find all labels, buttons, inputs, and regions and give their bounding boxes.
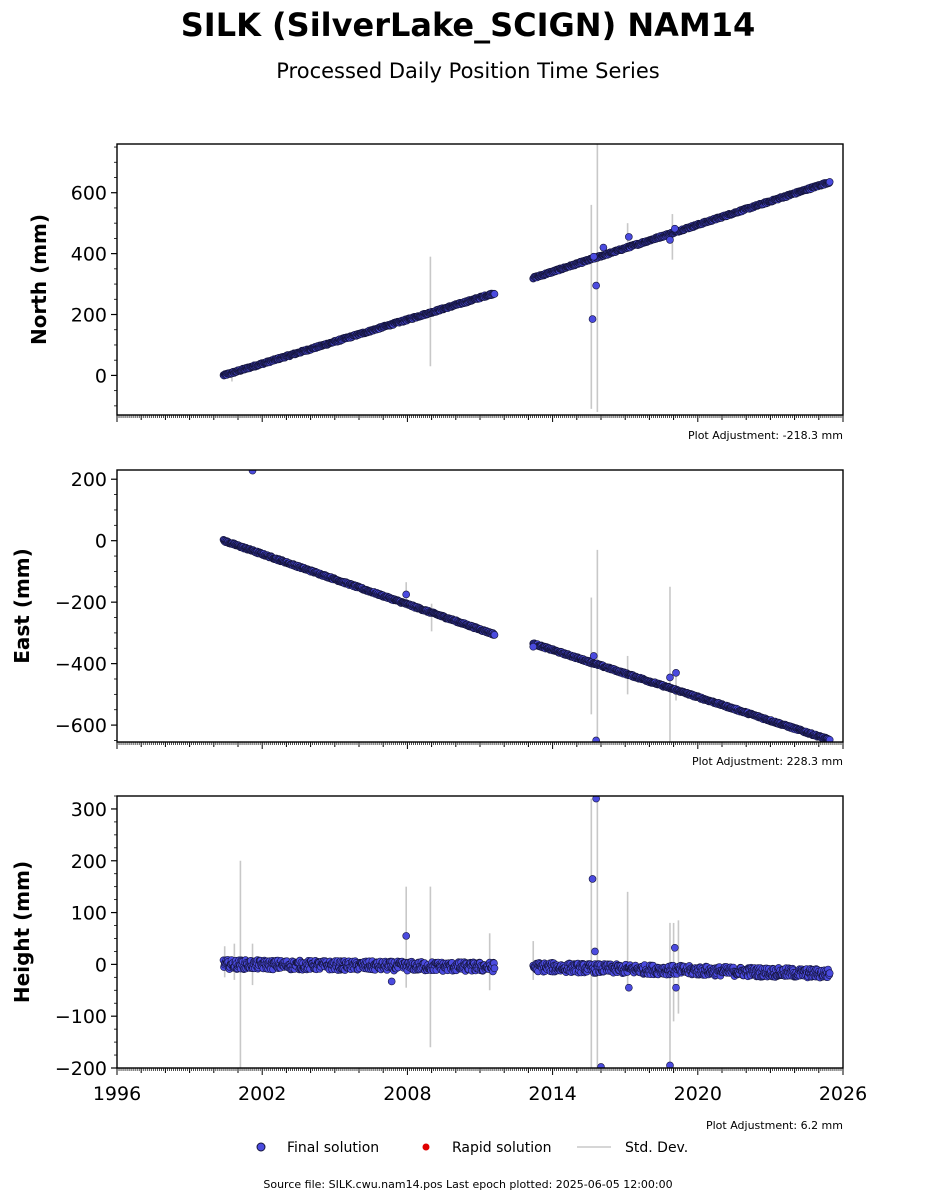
- y-tick-label: 200: [71, 305, 107, 327]
- y-tick-label: −600: [55, 715, 107, 737]
- data-point: [825, 969, 834, 978]
- height-panel: −200 −100 0 100 200 300 1996 2002 2008 2014 2020 20…: [10, 795, 867, 1132]
- north-panel: 0 200 400 600 North (mm) Plot Adjustment: -21…: [27, 143, 844, 442]
- y-tick-label: −200: [55, 592, 107, 614]
- y-tick-label: 300: [71, 799, 107, 821]
- outlier-point: [625, 983, 633, 992]
- y-tick-label: −100: [55, 1006, 107, 1028]
- y-tick-label: −400: [55, 654, 107, 676]
- data-point: [490, 964, 499, 973]
- plot-area: [219, 144, 834, 412]
- x-tick-label: 2014: [528, 1083, 576, 1105]
- outlier-point: [387, 977, 396, 986]
- legend-final-label: Final solution: [287, 1140, 379, 1156]
- data-point: [825, 736, 834, 742]
- y-tick-label: 0: [95, 531, 107, 553]
- outlier-point: [592, 281, 600, 290]
- data-point: [490, 631, 499, 639]
- legend-stddev-label: Std. Dev.: [625, 1140, 688, 1156]
- outlier-point: [599, 243, 608, 252]
- plot-adjustment-note: Plot Adjustment: -218.3 mm: [688, 429, 843, 442]
- y-tick-label: 400: [71, 244, 107, 266]
- chart-subtitle: Processed Daily Position Time Series: [276, 59, 660, 83]
- outlier-point: [625, 233, 633, 241]
- y-tick-label: 100: [71, 903, 107, 925]
- source-footer: Source file: SILK.cwu.nam14.pos Last epo…: [263, 1178, 672, 1191]
- outlier-point: [588, 875, 597, 883]
- y-axis-label: East (mm): [10, 548, 34, 664]
- y-tick-label: 600: [71, 183, 107, 205]
- outlier-point: [402, 932, 410, 940]
- outlier-point: [589, 252, 598, 261]
- data-point: [490, 290, 499, 298]
- outlier-point: [672, 983, 680, 992]
- outlier-point: [666, 673, 674, 682]
- x-tick-label: 2020: [674, 1083, 722, 1105]
- outlier-point: [402, 590, 410, 599]
- plot-adjustment-note: Plot Adjustment: 228.3 mm: [692, 755, 843, 768]
- east-panel: −600 −400 −200 0 200 East (mm) Plot Adjustment…: [10, 469, 844, 768]
- x-tick-label: 2002: [238, 1083, 286, 1105]
- outlier-point: [591, 947, 599, 956]
- axes-frame: [116, 795, 844, 1069]
- x-tick-label: 2026: [819, 1083, 867, 1105]
- y-tick-label: 200: [71, 469, 107, 491]
- outlier-point: [672, 669, 680, 677]
- legend-rapid-marker: [422, 1143, 430, 1151]
- plot-area: [219, 470, 834, 742]
- legend: Final solution Rapid solution Std. Dev.: [256, 1140, 688, 1156]
- x-tick-label: 2008: [383, 1083, 431, 1105]
- data-point: [825, 178, 834, 186]
- outlier-point: [589, 652, 598, 660]
- y-tick-label: −200: [55, 1058, 107, 1080]
- outlier-point: [592, 736, 600, 742]
- legend-final-marker: [256, 1142, 266, 1152]
- x-tick-label: 1996: [93, 1083, 141, 1105]
- y-tick-label: 0: [95, 954, 107, 976]
- legend-rapid-label: Rapid solution: [452, 1140, 552, 1156]
- plot-adjustment-note: Plot Adjustment: 6.2 mm: [706, 1119, 843, 1132]
- outlier-point: [671, 224, 679, 233]
- y-axis-label: North (mm): [27, 214, 51, 345]
- chart-title: SILK (SilverLake_SCIGN) NAM14: [181, 6, 756, 44]
- outlier-point: [671, 944, 679, 952]
- y-axis-label: Height (mm): [10, 861, 34, 1003]
- outlier-point: [666, 236, 674, 244]
- outlier-point: [529, 642, 538, 651]
- y-tick-label: 200: [71, 851, 107, 873]
- outlier-point: [588, 315, 597, 323]
- plot-area: [219, 796, 834, 1068]
- axes-frame: [116, 469, 844, 743]
- y-tick-label: 0: [95, 365, 107, 387]
